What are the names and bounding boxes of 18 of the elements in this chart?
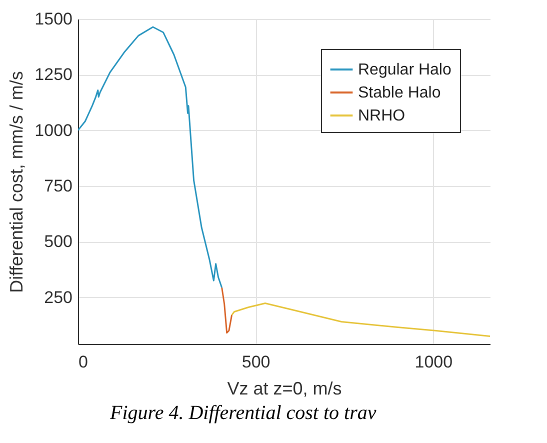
legend-label: Stable Halo (358, 84, 441, 102)
y-axis-title: Differential cost, mm/s / m/s (6, 71, 27, 293)
y-tick-label: 250 (44, 288, 72, 307)
x-tick-label: 500 (242, 352, 270, 372)
caption: Figure 4. Differential cost to trav (110, 402, 378, 425)
y-tick-label: 1000 (34, 120, 72, 140)
y-tick-label: 1500 (34, 10, 72, 28)
x-tick-label: 0 (78, 352, 88, 372)
line-series (221, 286, 233, 334)
x-tick-label: 1000 (414, 352, 453, 372)
y-tick-label: 750 (44, 176, 72, 196)
y-tick-label: 1250 (34, 65, 72, 84)
legend-label: NRHO (358, 108, 406, 124)
x-axis-title: Vz at z=0, m/s (227, 378, 342, 398)
line-series (231, 302, 490, 337)
y-tick-label: 500 (44, 232, 72, 252)
line-series (78, 26, 223, 288)
legend-label: Regular Halo (358, 62, 452, 78)
